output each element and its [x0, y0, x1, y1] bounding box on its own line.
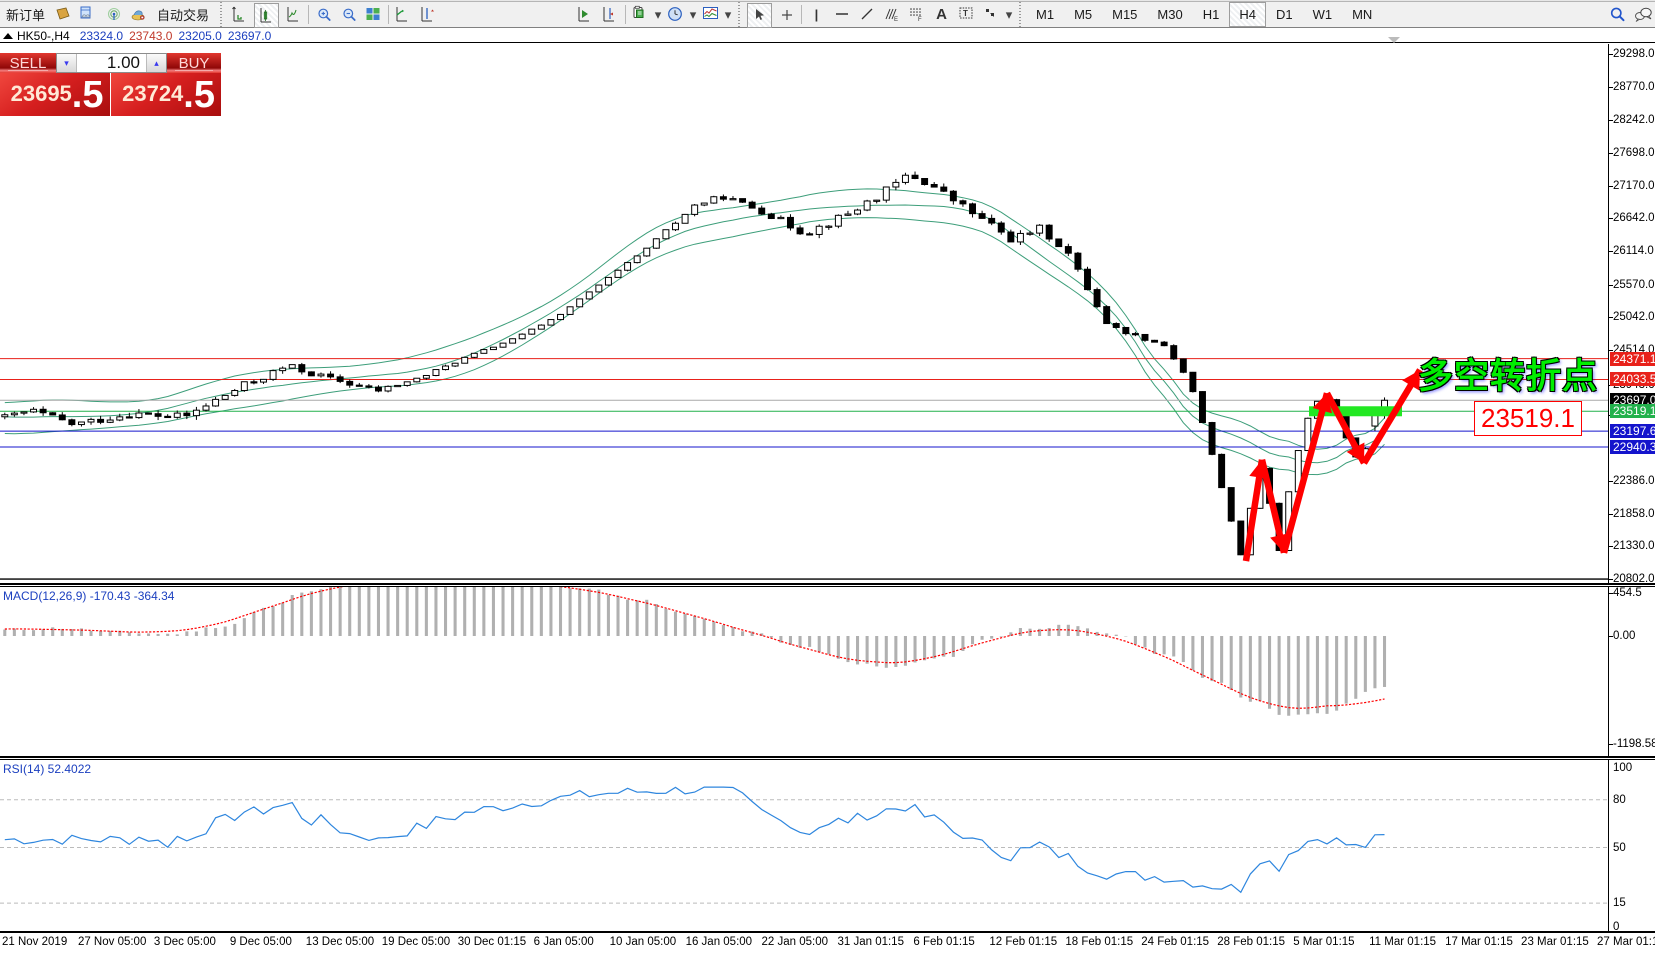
svg-text:T: T [963, 9, 968, 18]
svg-text:E: E [894, 17, 898, 23]
svg-text:F: F [918, 17, 922, 23]
